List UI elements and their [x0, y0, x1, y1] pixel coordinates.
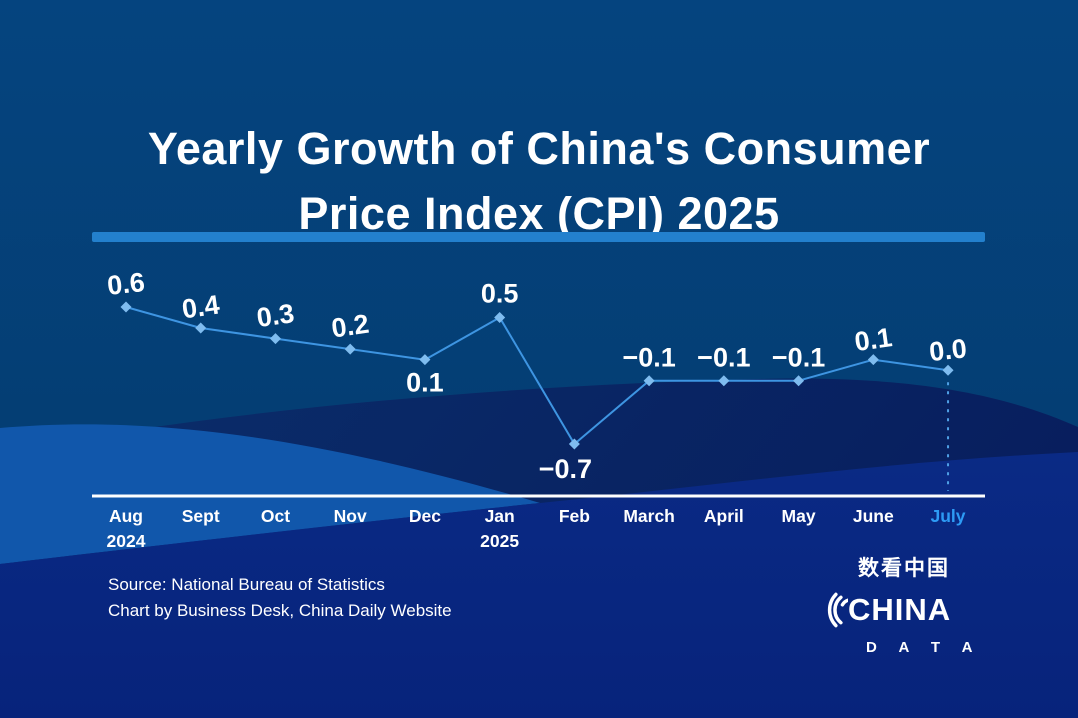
- data-point-marker: [120, 301, 132, 313]
- data-point-marker: [269, 333, 281, 345]
- background-royal-wave: [0, 452, 1078, 718]
- logo-arcs-icon: [827, 592, 848, 628]
- data-point-markers: [120, 301, 954, 450]
- data-point-marker: [494, 312, 506, 323]
- value-label: −0.7: [539, 454, 592, 484]
- value-label: 0.1: [853, 322, 894, 357]
- value-label: −0.1: [697, 343, 750, 373]
- x-tick-june: June: [853, 506, 894, 526]
- x-tick-aug: Aug: [109, 506, 143, 526]
- x-tick-sept: Sept: [182, 506, 220, 526]
- source-credit: Source: National Bureau of Statistics Ch…: [108, 572, 452, 624]
- value-label: −0.1: [622, 343, 675, 373]
- value-label: 0.4: [180, 290, 221, 325]
- value-label: 0.6: [106, 267, 146, 301]
- x-axis-tick-labels: Aug 2024 Sept Oct Nov Dec Jan 2025 Feb March April…: [107, 506, 966, 551]
- data-point-marker: [643, 375, 655, 387]
- value-label: 0.5: [481, 279, 519, 309]
- page-title: Yearly Growth of China's Consumer Price …: [0, 116, 1078, 246]
- x-tick-feb: Feb: [559, 506, 590, 526]
- title-line-2: Price Index (CPI) 2025: [298, 188, 780, 240]
- x-tick-year: 2025: [480, 531, 519, 551]
- cpi-data-line: [125, 306, 949, 445]
- x-tick-july: July: [931, 506, 966, 526]
- logo-chinese-text: 数看中国: [858, 557, 950, 580]
- data-point-marker: [419, 354, 431, 366]
- x-tick-oct: Oct: [261, 506, 290, 526]
- data-point-marker: [195, 322, 207, 334]
- x-tick-jan: Jan: [485, 506, 515, 526]
- title-line-1: Yearly Growth of China's Consumer: [147, 123, 931, 175]
- data-point-marker: [942, 364, 954, 376]
- x-tick-dec: Dec: [409, 506, 441, 526]
- credit-line: Chart by Business Desk, China Daily Webs…: [108, 601, 452, 620]
- data-point-marker: [793, 375, 805, 387]
- source-line: Source: National Bureau of Statistics: [108, 575, 385, 594]
- value-label: −0.1: [772, 343, 825, 373]
- title-divider-bar: [92, 232, 985, 242]
- value-label: 0.3: [255, 298, 296, 333]
- value-label: 0.2: [330, 309, 371, 344]
- data-point-marker: [344, 343, 356, 355]
- value-label: 0.1: [406, 368, 444, 398]
- x-tick-april: April: [704, 506, 744, 526]
- x-tick-nov: Nov: [334, 506, 367, 526]
- china-data-logo: 数看中国 CHINA D A T A: [822, 556, 982, 657]
- x-tick-year: 2024: [107, 531, 146, 551]
- x-tick-march: March: [623, 506, 675, 526]
- x-tick-may: May: [782, 506, 816, 526]
- data-point-marker: [718, 375, 730, 387]
- logo-data-text: D A T A: [866, 639, 982, 656]
- value-labels: 0.6 0.4 0.3 0.2 0.1 0.5 −0.7 −0.1 −0.1 −0.1 0.1 0.0: [106, 267, 969, 484]
- data-point-marker: [568, 438, 580, 450]
- data-point-marker: [867, 354, 879, 366]
- logo-china-text: CHINA: [848, 592, 952, 627]
- value-label: 0.0: [928, 333, 968, 367]
- background-azure-wave: [0, 424, 540, 564]
